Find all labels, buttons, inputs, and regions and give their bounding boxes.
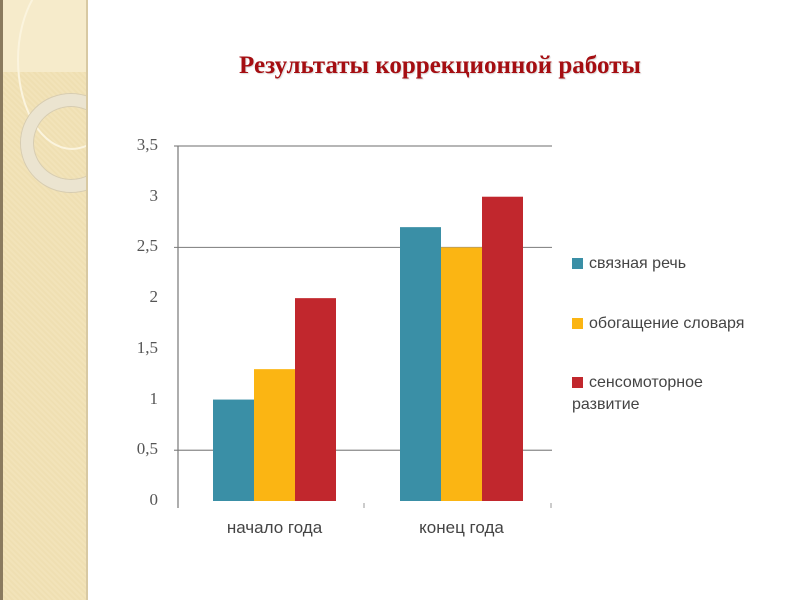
legend-label: сенсомоторное развитие [572,374,703,413]
y-tick-label: 0 [149,490,159,509]
y-tick-label: 2,5 [136,236,158,256]
legend-item: сенсомоторное развитие [572,372,732,416]
bar-2-3 [482,196,523,501]
legend-item: обогащение словаря [572,313,792,335]
legend-label: связная речь [589,255,687,272]
y-tick-label: 0,5 [136,439,158,459]
bar-1-3 [295,298,336,501]
x-category-label: начало года [226,518,323,537]
bar-1-2 [254,369,295,501]
y-tick-label: 3,5 [136,135,158,154]
bar-1-1 [213,399,254,501]
decorative-side-panel [0,0,88,600]
bar-2-1 [400,227,441,501]
y-tick-label: 2 [149,287,159,307]
y-tick-label: 1 [149,388,159,408]
legend-item: связная речь [572,253,792,275]
y-tick-label: 3 [149,185,159,205]
y-tick-label: 1,5 [136,337,158,357]
legend-label: обогащение словаря [589,315,745,332]
slide-title: Результаты коррекционной работы [239,52,641,79]
x-category-label: конец года [419,518,504,537]
bar-2-2 [441,247,482,501]
legend-swatch-icon [572,377,583,388]
legend-swatch-icon [572,318,583,329]
legend-swatch-icon [572,258,583,269]
